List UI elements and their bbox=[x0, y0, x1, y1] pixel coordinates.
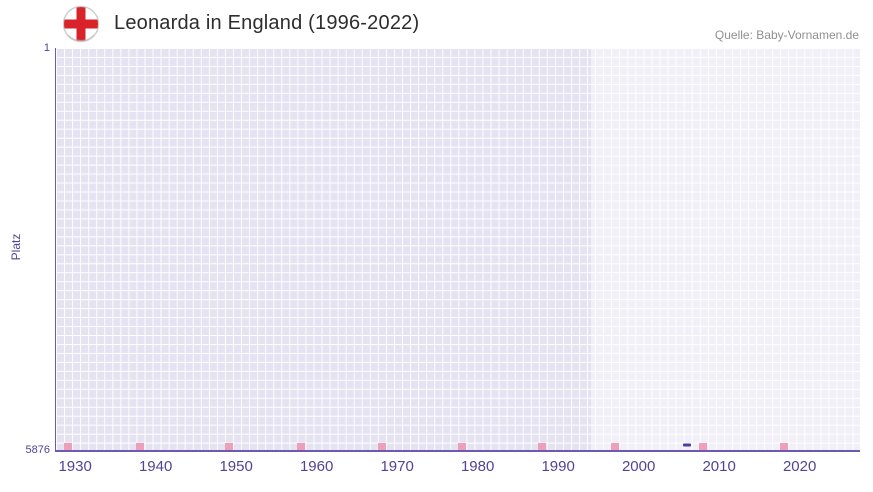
decade-marker bbox=[779, 443, 788, 450]
decade-marker bbox=[610, 443, 619, 450]
x-tick-label: 2010 bbox=[702, 458, 736, 475]
y-axis-bottom-label: 5876 bbox=[25, 444, 50, 456]
decade-marker bbox=[136, 443, 145, 450]
decade-marker bbox=[64, 443, 73, 450]
x-tick-label: 1940 bbox=[138, 458, 173, 475]
y-axis-title: Platz bbox=[9, 233, 23, 261]
x-tick-label: 1930 bbox=[58, 458, 92, 475]
x-axis-tick-labels: 1930 1940 1950 1960 1970 1980 1990 2000 2010 2020 bbox=[55, 458, 860, 480]
page-title: Leonarda in England (1996-2022) bbox=[114, 12, 420, 34]
x-tick-label: 1950 bbox=[219, 458, 253, 475]
x-tick-label: 2020 bbox=[782, 458, 817, 475]
highlight-band bbox=[590, 48, 860, 450]
decade-marker bbox=[224, 443, 233, 450]
decade-marker bbox=[699, 443, 708, 450]
source-credit: Quelle: Baby-Vornamen.de bbox=[714, 28, 859, 42]
x-tick-label: 1970 bbox=[380, 458, 414, 475]
data-point[interactable] bbox=[683, 443, 692, 447]
x-tick-label: 1990 bbox=[541, 458, 575, 475]
england-flag-icon bbox=[62, 5, 100, 43]
decade-marker bbox=[458, 443, 467, 450]
plot-area bbox=[55, 48, 860, 452]
x-tick-label: 1960 bbox=[299, 458, 334, 475]
x-tick-label: 2000 bbox=[621, 458, 656, 475]
decade-marker bbox=[538, 443, 547, 450]
y-axis-top-label: 1 bbox=[43, 42, 50, 54]
x-tick-label: 1980 bbox=[460, 458, 495, 475]
decade-marker bbox=[297, 443, 306, 450]
chart-header: Leonarda in England (1996-2022) Quelle: … bbox=[0, 0, 873, 48]
decade-marker bbox=[377, 443, 386, 450]
